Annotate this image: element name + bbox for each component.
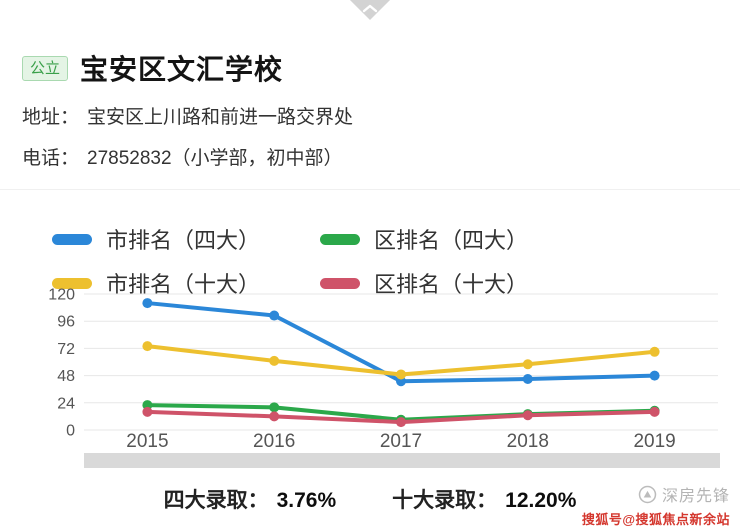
svg-text:24: 24 (57, 395, 75, 412)
address-label: 地址： (22, 107, 80, 128)
legend-item-district-top10[interactable]: 区排名（十大） (320, 267, 528, 299)
legend-marker-red (320, 277, 360, 289)
public-school-badge: 公立 (22, 55, 69, 81)
svg-text:120: 120 (48, 287, 75, 304)
stat-label: 十大录取： (392, 489, 498, 512)
watermark: 深房先锋 搜狐号@搜狐焦点新余站 (582, 482, 730, 528)
svg-text:2015: 2015 (126, 431, 168, 452)
stat-value: 3.76% (276, 489, 337, 512)
legend-item-district-top4[interactable]: 区排名（四大） (320, 223, 528, 255)
collapse-handle[interactable] (0, 0, 740, 26)
school-title: 宝安区文汇学校 (80, 54, 284, 85)
brand-logo-icon (638, 485, 657, 503)
watermark-brand-row: 深房先锋 (582, 482, 730, 506)
svg-text:2018: 2018 (507, 431, 549, 452)
phone-row: 电话： 27852832（小学部，初中部） (22, 143, 343, 170)
legend-item-city-top10[interactable]: 市排名（十大） (52, 267, 320, 299)
svg-text:96: 96 (57, 314, 75, 331)
stat-value: 12.20% (505, 489, 577, 512)
svg-text:72: 72 (57, 341, 75, 358)
svg-text:48: 48 (57, 368, 75, 385)
svg-text:2016: 2016 (253, 431, 295, 452)
stat-top4-admission: 四大录取： 3.76% (164, 484, 337, 514)
watermark-brand-text: 深房先锋 (661, 488, 730, 505)
legend-label: 区排名（十大） (374, 272, 529, 297)
legend-marker-yellow (52, 277, 92, 289)
stat-label: 四大录取： (163, 489, 269, 512)
chart-scrollbar[interactable] (84, 453, 720, 468)
watermark-source-text: 搜狐号@搜狐焦点新余站 (581, 512, 730, 527)
legend-label: 区排名（四大） (374, 228, 529, 253)
svg-text:2019: 2019 (633, 431, 675, 452)
header: 公立 宝安区文汇学校 (22, 48, 283, 88)
address-value: 宝安区上川路和前进一路交界处 (87, 107, 354, 128)
phone-label: 电话： (22, 148, 80, 169)
address-row: 地址： 宝安区上川路和前进一路交界处 (22, 102, 353, 129)
chart-legend: 市排名（四大） 区排名（四大） 市排名（十大） 区排名（十大） (52, 223, 528, 299)
legend-marker-green (320, 233, 360, 245)
legend-label: 市排名（四大） (106, 228, 261, 253)
legend-label: 市排名（十大） (106, 272, 261, 297)
divider (0, 189, 740, 190)
admission-stats: 四大录取： 3.76% 十大录取： 12.20% (0, 484, 740, 514)
rank-trend-line-chart[interactable]: 0 24 48 72 96 120 2015 2016 2017 2018 2019 (28, 284, 724, 452)
stat-top10-admission: 十大录取： 12.20% (392, 484, 576, 514)
svg-text:2017: 2017 (380, 431, 422, 452)
legend-marker-blue (52, 233, 92, 245)
phone-value: 27852832（小学部，初中部） (87, 148, 343, 169)
svg-text:0: 0 (66, 423, 75, 440)
chevron-up-icon (362, 4, 378, 13)
legend-item-city-top4[interactable]: 市排名（四大） (52, 223, 320, 255)
